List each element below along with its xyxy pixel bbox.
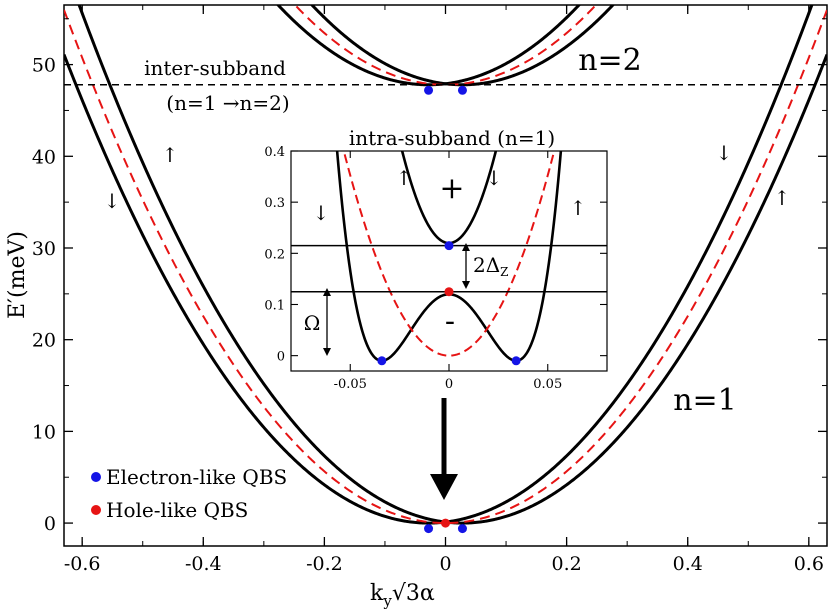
gap-arrow-head-top [462,243,470,251]
x-axis-title: ky√3α [370,581,435,610]
y-tick-label: 10 [32,421,56,443]
legend-marker-electron [91,472,101,482]
inset-y-tick-label: 0.2 [264,247,285,262]
inset-spin-down-center: ↓ [486,166,503,190]
hole-like-point [441,518,450,528]
legend-label-electron: Electron-like QBS [106,465,287,489]
inset-spin-up-right: ↑ [570,196,587,220]
legend-label-hole: Hole-like QBS [106,498,248,522]
y-axis-title: E′(meV) [5,231,30,319]
inset-minus-label: - [445,304,455,339]
x-tick-label: 0.4 [673,553,703,575]
inset-electron-like-point [511,356,521,366]
spin-arrow-down-left: ↓ [104,189,121,213]
inset-axis-ticks: -0.05 0 0.05 0 0.1 0.2 0.3 0.4 [264,145,607,392]
spin-arrow-up-right: ↑ [774,186,791,210]
electron-like-point [424,85,434,95]
inset-spin-down-left: ↓ [313,201,330,225]
omega-arrow-head-bottom [323,348,331,356]
omega-arrow-head-top [323,288,331,296]
inset-qbs-points [377,241,521,366]
inset-y-tick-label: 0.1 [264,298,285,313]
x-tick-label: 0.6 [794,553,824,575]
x-tick-label: -0.6 [64,553,101,575]
inset-x-tick-label: 0 [445,377,453,392]
main-qbs-points [424,85,467,534]
electron-like-point [424,524,434,534]
y-tick-label: 50 [32,55,56,77]
y-tick-label: 0 [44,513,56,535]
x-tick-label: 0 [439,553,451,575]
x-tick-label: 0.2 [552,553,582,575]
y-tick-label: 30 [32,238,56,260]
legend: Electron-like QBS Hole-like QBS [91,465,287,522]
inset-y-tick-label: 0.3 [264,196,285,211]
gap-arrow-head-bottom [462,281,470,289]
inset-x-tick-label: -0.05 [334,377,367,392]
y-tick-label: 20 [32,330,56,352]
annotation-n2: n=2 [578,43,642,78]
inset-spin-up-left: ↑ [396,166,413,190]
y-tick-label: 40 [32,146,56,168]
zoom-arrow-head [430,474,458,500]
inset-electron-like-point [377,356,387,366]
legend-marker-hole [91,505,101,515]
inset-electron-like-point [444,241,454,251]
spin-arrow-up-left: ↑ [162,143,179,167]
band-n1-hole-dashed [64,9,827,525]
spin-arrow-down-right: ↓ [716,141,733,165]
annotation-inter-subband: inter-subband [144,56,286,80]
electron-like-point [457,85,467,95]
x-tick-label: -0.2 [306,553,343,575]
inset-plus-label: + [439,171,464,206]
x-tick-label: -0.4 [185,553,222,575]
inset-omega-label: Ω [304,311,321,335]
annotation-inter-transition: (n=1 →n=2) [166,91,289,115]
inset-plot-frame [290,150,608,372]
annotation-n1: n=1 [673,383,737,418]
electron-like-point [457,524,467,534]
inset-gap-label: 2ΔZ [473,253,509,279]
band-n2-branch-2 [309,5,582,86]
inset-title: intra-subband (n=1) [349,126,555,150]
inset-x-tick-label: 0.05 [533,377,562,392]
inset-y-tick-label: 0 [277,350,285,365]
inset-hole-like-point [444,287,454,297]
inset-y-tick-label: 0.4 [264,145,285,160]
